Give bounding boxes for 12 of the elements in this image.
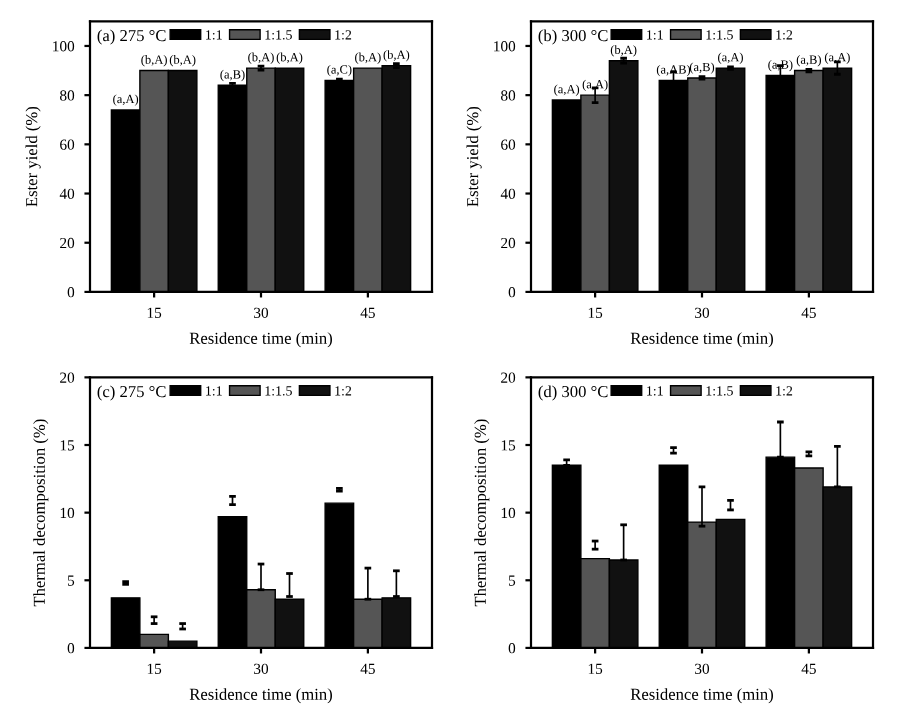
x-axis-title: Residence time (min): [189, 332, 332, 348]
x-axis-title: Residence time (min): [630, 332, 773, 348]
chart-title: (d) 300 °C: [538, 385, 608, 401]
chart-title: (c) 275 °C: [97, 385, 166, 401]
y-axis-title: Thermal decomposition (%): [33, 419, 49, 607]
chart-title: (a) 275 °C: [97, 29, 166, 45]
x-axis-title: Residence time (min): [630, 688, 773, 704]
x-axis-title: Residence time (min): [189, 688, 332, 704]
y-axis-title: Ester yield (%): [25, 106, 41, 207]
chart-title: (b) 300 °C: [538, 29, 608, 45]
y-axis-title: Ester yield (%): [466, 106, 482, 207]
y-axis-title: Thermal decomposition (%): [474, 419, 490, 607]
